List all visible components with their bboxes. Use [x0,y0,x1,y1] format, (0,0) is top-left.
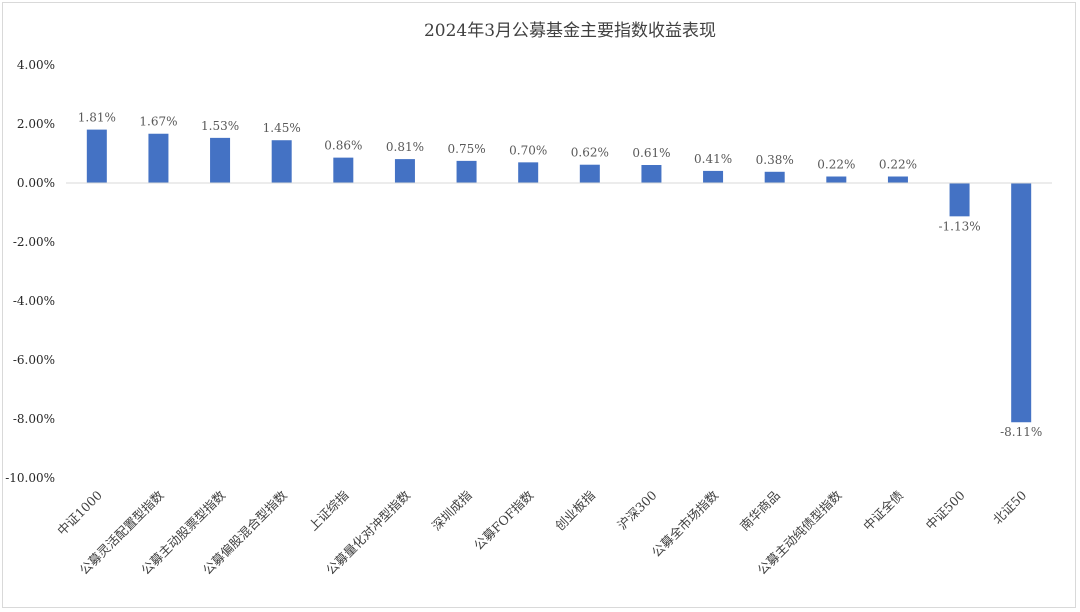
y-tick-label: -8.00% [13,412,55,426]
y-tick-label: -4.00% [13,294,55,308]
data-label: 0.81% [386,140,424,154]
x-tick-label: 公募FOF指数 [471,487,537,553]
x-tick-label: 南华商品 [737,488,783,534]
y-tick-label: 0.00% [17,176,55,190]
data-label: 1.81% [78,111,116,125]
data-label: -1.13% [938,219,980,233]
x-tick-label: 沪深300 [614,487,659,532]
data-label: 1.67% [139,115,177,129]
bar [456,160,477,183]
data-label: 0.75% [448,142,486,156]
y-tick-label: -6.00% [13,353,55,367]
bar [86,129,107,183]
bar [148,133,169,183]
chart-title: 2024年3月公募基金主要指数收益表现 [424,21,716,41]
bars [86,129,1032,423]
bar [887,176,908,183]
data-label: 0.70% [509,143,547,157]
bar [641,165,662,183]
y-tick-label: 4.00% [17,58,55,72]
data-label: 0.38% [756,153,794,167]
x-tick-label: 北证50 [990,487,1030,527]
data-label: 0.41% [694,152,732,166]
data-labels: 1.81% 1.67% 1.53% 1.45% 0.86% 0.81% 0.75% 0.70%… [78,111,1043,440]
data-label: -8.11% [1000,425,1042,439]
x-tick-label: 中证1000 [54,487,105,538]
x-tick-label: 上证综指 [305,488,351,534]
bar [1011,183,1032,423]
bar [949,183,970,217]
bar [764,171,785,183]
bar [579,164,600,183]
x-tick-label: 中证500 [923,487,968,532]
bar [826,176,847,183]
data-label: 1.53% [201,119,239,133]
bar [333,157,354,183]
data-label: 1.45% [263,121,301,135]
y-axis: 4.00% 2.00% 0.00% -2.00% -4.00% -6.00% -8.00% -… [5,58,55,485]
bar [518,162,539,183]
data-label: 0.61% [632,146,670,160]
y-tick-label: 2.00% [17,117,55,131]
data-label: 0.22% [817,158,855,172]
x-tick-label: 中证全债 [860,488,906,534]
bar [394,159,415,183]
data-label: 0.22% [879,158,917,172]
bar [703,170,724,183]
x-tick-label: 创业板指 [552,488,598,534]
x-tick-label: 公募全市场指数 [649,487,722,560]
data-label: 0.86% [324,139,362,153]
x-tick-label: 深圳成指 [429,488,475,534]
y-tick-label: -2.00% [13,235,55,249]
data-label: 0.62% [571,146,609,160]
bar [271,140,292,183]
y-tick-label: -10.00% [5,471,55,485]
bar [210,137,231,183]
